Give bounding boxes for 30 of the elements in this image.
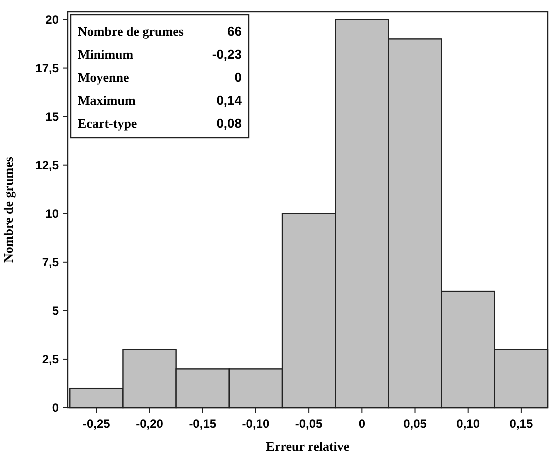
x-tick-label: 0: [358, 417, 366, 431]
annotation: 0,08: [216, 116, 242, 131]
x-tick-label: -0,05: [295, 417, 324, 431]
y-tick-label: 0: [52, 401, 60, 415]
y-tick-label: 7,5: [42, 255, 60, 270]
x-axis-title: Erreur relative: [266, 439, 350, 454]
x-tick-label: -0,20: [136, 417, 164, 431]
x-tick-label: 0,15: [510, 417, 534, 431]
y-tick-label: 10: [46, 206, 60, 221]
y-tick-label: 12,5: [36, 158, 60, 172]
y-tick-label: 2,5: [42, 352, 60, 366]
y-tick-label: 17,5: [36, 61, 60, 76]
annotation: 66: [228, 24, 242, 39]
annotation: 0: [234, 70, 242, 85]
x-tick-label: -0,15: [189, 417, 217, 431]
annotation: 0,14: [216, 93, 243, 108]
y-tick-label: 15: [46, 110, 60, 124]
x-tick-label: 0,05: [404, 417, 428, 431]
x-tick-label: 0,10: [456, 417, 480, 431]
y-tick-label: 5: [52, 304, 60, 318]
annotation: Ecart-type: [78, 116, 138, 131]
annotation: Maximum: [78, 93, 136, 108]
annotation: Nombre de grumes: [78, 24, 184, 39]
y-axis-title: Nombre de grumes: [1, 157, 16, 263]
x-tick-label: -0,10: [242, 417, 270, 431]
annotation: Moyenne: [78, 70, 130, 85]
y-tick-label: 20: [46, 12, 60, 27]
annotation: Minimum: [78, 47, 134, 62]
x-tick-label: -0,25: [82, 417, 111, 431]
annotation: -0,23: [212, 47, 242, 62]
